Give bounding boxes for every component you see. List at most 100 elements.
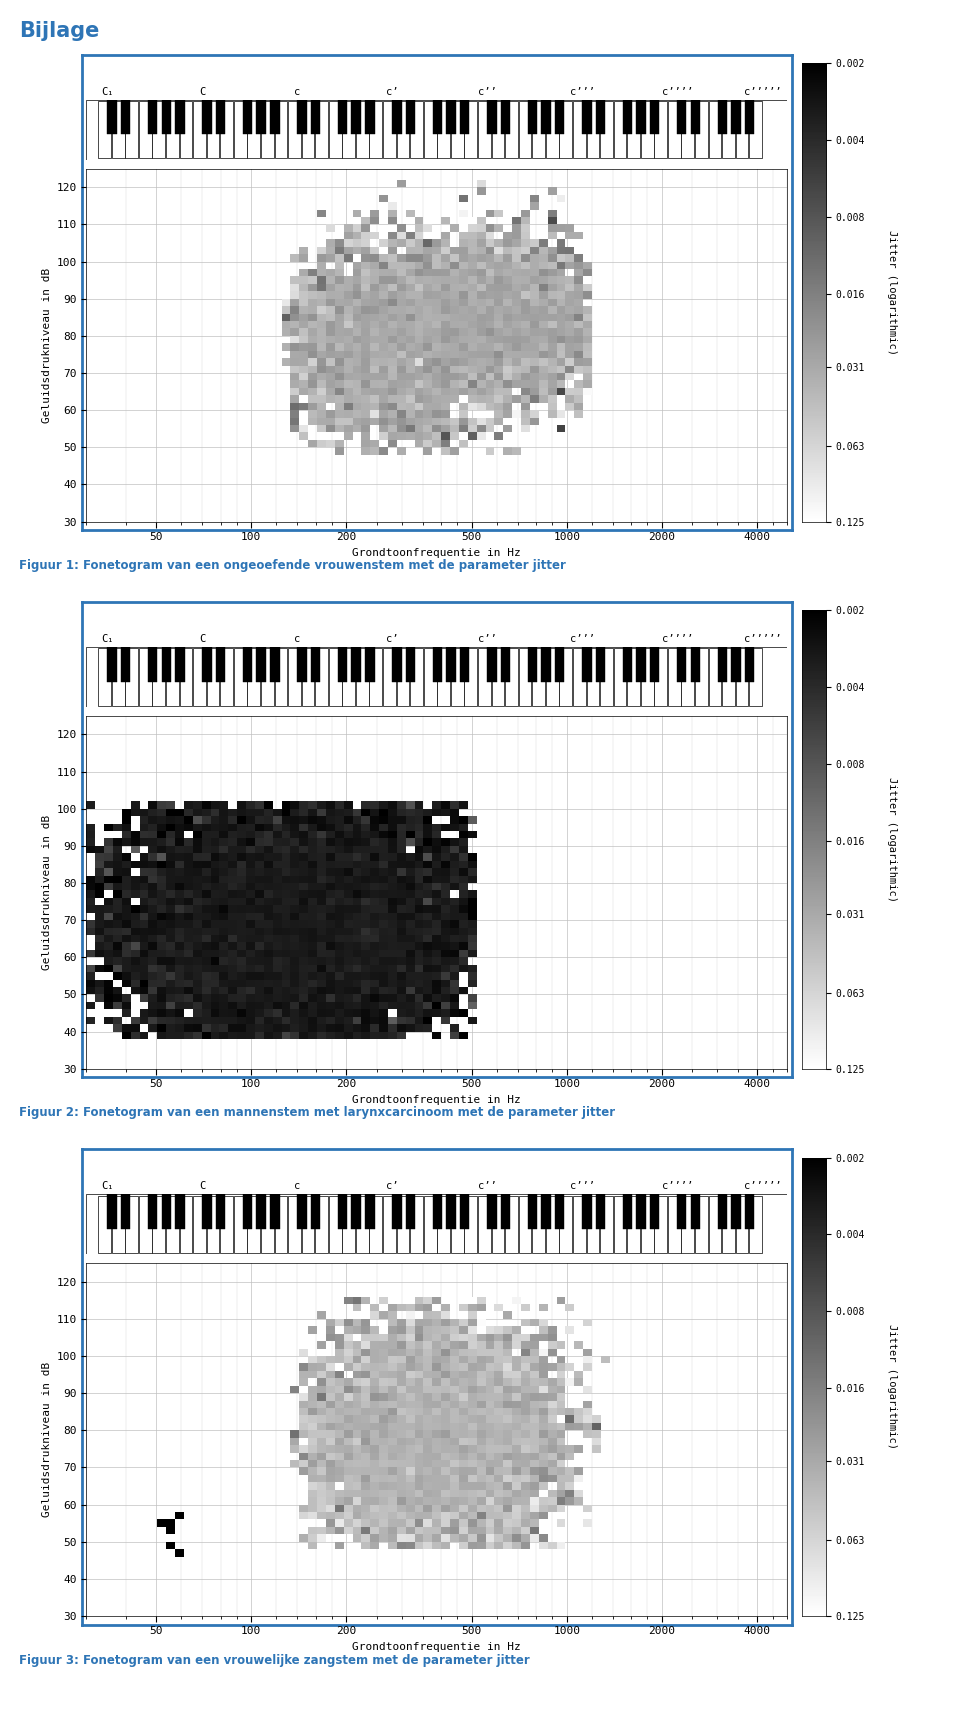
Bar <box>494 1327 503 1334</box>
Bar <box>308 1438 317 1445</box>
Bar <box>371 1430 379 1438</box>
Bar <box>668 1195 681 1253</box>
Bar <box>344 1394 352 1400</box>
Bar <box>317 1527 325 1534</box>
Bar <box>415 1024 423 1031</box>
Bar <box>406 964 415 973</box>
Bar <box>122 980 131 987</box>
Bar <box>477 1305 486 1312</box>
Bar <box>184 1002 193 1009</box>
Bar <box>335 255 344 262</box>
Bar <box>281 913 291 920</box>
Bar <box>256 646 266 682</box>
Bar <box>459 284 468 291</box>
Bar <box>184 920 193 927</box>
Bar <box>184 995 193 1002</box>
Bar <box>396 1305 406 1312</box>
Bar <box>521 306 530 313</box>
Bar <box>406 958 415 964</box>
Bar <box>371 402 379 410</box>
Bar <box>325 973 335 980</box>
Bar <box>432 802 442 809</box>
Bar <box>325 809 335 816</box>
Bar <box>450 913 459 920</box>
Bar <box>210 860 220 869</box>
Bar <box>503 1400 513 1407</box>
Bar <box>388 306 396 313</box>
Bar <box>335 809 344 816</box>
Bar <box>317 284 325 291</box>
Bar <box>557 1489 565 1496</box>
Bar <box>220 905 228 913</box>
Bar <box>122 964 131 973</box>
Bar <box>442 1527 450 1534</box>
Bar <box>468 426 477 433</box>
Bar <box>450 1407 459 1416</box>
Bar <box>532 1195 545 1253</box>
Bar <box>139 1017 149 1024</box>
Bar <box>325 1407 335 1416</box>
Bar <box>423 410 432 417</box>
Bar <box>184 942 193 949</box>
Bar <box>361 1327 371 1334</box>
Bar <box>388 262 396 268</box>
Bar <box>228 973 237 980</box>
Bar <box>521 217 530 224</box>
Bar <box>442 1467 450 1474</box>
Bar <box>104 1002 113 1009</box>
Bar <box>513 1400 521 1407</box>
Bar <box>432 1423 442 1430</box>
Bar <box>432 388 442 395</box>
Bar <box>503 277 513 284</box>
Bar <box>501 1194 510 1229</box>
Bar <box>521 1378 530 1385</box>
Bar <box>325 882 335 891</box>
Bar <box>432 1496 442 1505</box>
Bar <box>122 831 131 838</box>
Bar <box>352 1334 361 1341</box>
Bar <box>335 1024 344 1031</box>
Bar <box>264 846 273 853</box>
Bar <box>388 1312 396 1318</box>
Bar <box>388 284 396 291</box>
Bar <box>361 987 371 995</box>
Bar <box>193 927 202 935</box>
Bar <box>300 920 308 927</box>
Bar <box>468 1349 477 1356</box>
Bar <box>486 1474 494 1483</box>
Bar <box>423 1327 432 1334</box>
Bar <box>166 973 175 980</box>
Bar <box>423 351 432 357</box>
Bar <box>423 313 432 321</box>
Bar <box>459 357 468 366</box>
Bar <box>113 846 122 853</box>
Bar <box>139 980 149 987</box>
Bar <box>415 920 423 927</box>
Bar <box>300 321 308 328</box>
Bar <box>228 846 237 853</box>
Bar <box>157 1009 166 1017</box>
Bar <box>539 1467 548 1474</box>
Bar <box>175 935 184 942</box>
Bar <box>459 1467 468 1474</box>
Bar <box>308 299 317 306</box>
Bar <box>95 891 104 898</box>
Bar <box>149 809 157 816</box>
Bar <box>308 980 317 987</box>
Bar <box>300 1445 308 1452</box>
Bar <box>494 1400 503 1407</box>
Bar <box>166 891 175 898</box>
Bar <box>255 876 264 882</box>
Bar <box>503 1430 513 1438</box>
Bar <box>237 809 246 816</box>
Bar <box>450 1467 459 1474</box>
Bar <box>459 1489 468 1496</box>
Bar <box>210 824 220 831</box>
Bar <box>423 284 432 291</box>
Bar <box>298 99 306 135</box>
Bar <box>423 1356 432 1363</box>
Bar <box>415 239 423 246</box>
Bar <box>298 646 306 682</box>
Bar <box>335 284 344 291</box>
Bar <box>228 1009 237 1017</box>
